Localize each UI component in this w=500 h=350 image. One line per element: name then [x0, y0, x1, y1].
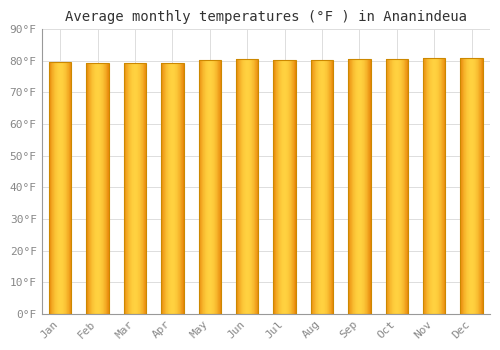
- Bar: [460, 58, 483, 314]
- Bar: [124, 63, 146, 314]
- Bar: [236, 60, 258, 314]
- Bar: [161, 63, 184, 314]
- Bar: [348, 59, 370, 314]
- Bar: [86, 63, 109, 314]
- Bar: [423, 58, 446, 314]
- Bar: [198, 60, 221, 314]
- Bar: [386, 59, 408, 314]
- Bar: [274, 61, 296, 314]
- Bar: [49, 62, 72, 314]
- Title: Average monthly temperatures (°F ) in Ananindeua: Average monthly temperatures (°F ) in An…: [65, 10, 467, 24]
- Bar: [311, 60, 333, 314]
